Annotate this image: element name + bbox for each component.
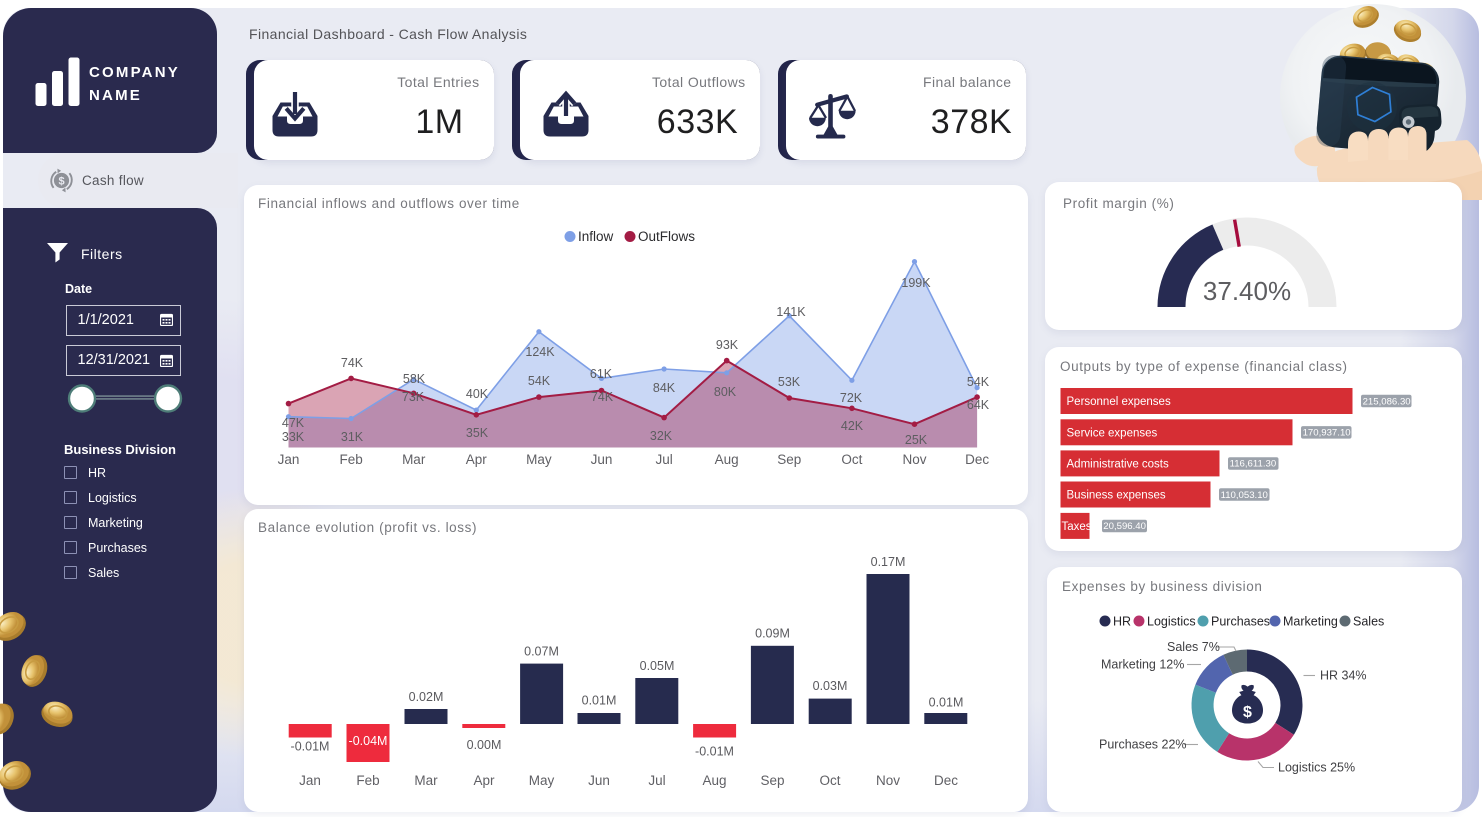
- svg-text:110,053.10: 110,053.10: [1221, 490, 1268, 501]
- svg-text:Purchases 22%: Purchases 22%: [1099, 738, 1187, 752]
- svg-text:Jul: Jul: [648, 773, 665, 788]
- svg-text:25K: 25K: [905, 433, 928, 447]
- svg-text:74K: 74K: [591, 390, 614, 404]
- svg-text:72K: 72K: [840, 391, 863, 405]
- svg-text:Mar: Mar: [414, 773, 438, 788]
- svg-text:35K: 35K: [466, 426, 489, 440]
- svg-text:Administrative costs: Administrative costs: [1067, 458, 1170, 470]
- svg-text:Sep: Sep: [760, 773, 784, 788]
- svg-text:199K: 199K: [901, 276, 931, 290]
- svg-text:-0.04M: -0.04M: [349, 734, 388, 748]
- svg-text:Purchases: Purchases: [1211, 615, 1270, 629]
- svg-text:53K: 53K: [778, 375, 801, 389]
- svg-text:Aug: Aug: [715, 452, 739, 467]
- svg-text:Dec: Dec: [934, 773, 958, 788]
- svg-text:73K: 73K: [402, 390, 425, 404]
- svg-text:54K: 54K: [967, 375, 990, 389]
- svg-text:93K: 93K: [716, 338, 739, 352]
- svg-text:Nov: Nov: [902, 452, 926, 467]
- svg-text:Marketing 12%: Marketing 12%: [1101, 658, 1184, 672]
- svg-text:47K: 47K: [282, 416, 305, 430]
- svg-text:141K: 141K: [776, 305, 806, 319]
- svg-text:Logistics: Logistics: [1147, 615, 1196, 629]
- svg-text:116,611.30: 116,611.30: [1230, 459, 1277, 470]
- svg-text:Jan: Jan: [299, 773, 321, 788]
- svg-text:Sales: Sales: [1353, 615, 1384, 629]
- svg-text:Jan: Jan: [278, 452, 300, 467]
- svg-text:58K: 58K: [403, 372, 426, 386]
- svg-text:Feb: Feb: [339, 452, 362, 467]
- svg-text:OutFlows: OutFlows: [638, 229, 695, 244]
- svg-text:42K: 42K: [841, 419, 864, 433]
- svg-text:Service expenses: Service expenses: [1067, 427, 1158, 439]
- svg-text:84K: 84K: [653, 381, 676, 395]
- svg-text:-0.01M: -0.01M: [695, 745, 734, 759]
- svg-text:40K: 40K: [466, 387, 489, 401]
- svg-text:Inflow: Inflow: [578, 229, 614, 244]
- svg-text:$: $: [58, 176, 64, 188]
- svg-text:215,086.30: 215,086.30: [1363, 396, 1411, 407]
- svg-text:37.40%: 37.40%: [1203, 276, 1291, 306]
- svg-text:20,596.40: 20,596.40: [1103, 521, 1146, 532]
- svg-text:Sales 7%: Sales 7%: [1167, 640, 1220, 654]
- svg-text:124K: 124K: [525, 345, 555, 359]
- svg-text:Feb: Feb: [356, 773, 379, 788]
- svg-text:Apr: Apr: [466, 452, 488, 467]
- svg-text:Marketing: Marketing: [1283, 615, 1338, 629]
- svg-text:Oct: Oct: [819, 773, 840, 788]
- svg-text:Nov: Nov: [876, 773, 900, 788]
- svg-text:May: May: [526, 452, 552, 467]
- svg-text:0.03M: 0.03M: [813, 679, 848, 693]
- svg-text:54K: 54K: [528, 374, 551, 388]
- svg-text:170,937.10: 170,937.10: [1303, 428, 1351, 439]
- svg-text:HR 34%: HR 34%: [1320, 669, 1367, 683]
- svg-text:0.02M: 0.02M: [409, 690, 444, 704]
- svg-text:0.00M: 0.00M: [467, 738, 502, 752]
- svg-text:Jun: Jun: [588, 773, 610, 788]
- svg-text:0.05M: 0.05M: [640, 659, 675, 673]
- svg-text:Personnel expenses: Personnel expenses: [1067, 396, 1171, 408]
- svg-text:80K: 80K: [714, 385, 737, 399]
- svg-text:0.17M: 0.17M: [871, 555, 906, 569]
- svg-text:0.01M: 0.01M: [929, 696, 964, 710]
- svg-text:32K: 32K: [650, 429, 673, 443]
- svg-text:0.01M: 0.01M: [582, 694, 617, 708]
- svg-text:May: May: [529, 773, 555, 788]
- svg-text:Oct: Oct: [841, 452, 862, 467]
- svg-text:0.09M: 0.09M: [755, 627, 790, 641]
- svg-text:64K: 64K: [967, 398, 990, 412]
- svg-text:0.07M: 0.07M: [524, 645, 559, 659]
- svg-text:33K: 33K: [282, 430, 305, 444]
- svg-text:$: $: [1243, 704, 1252, 721]
- svg-text:Apr: Apr: [473, 773, 495, 788]
- svg-text:61K: 61K: [590, 367, 613, 381]
- svg-text:Jun: Jun: [591, 452, 613, 467]
- svg-text:-0.01M: -0.01M: [291, 740, 330, 754]
- svg-text:Logistics 25%: Logistics 25%: [1278, 761, 1355, 775]
- svg-text:Business expenses: Business expenses: [1067, 490, 1166, 502]
- svg-text:HR: HR: [1113, 615, 1131, 629]
- svg-text:74K: 74K: [341, 356, 364, 370]
- svg-text:Sep: Sep: [777, 452, 801, 467]
- svg-text:Jul: Jul: [655, 452, 672, 467]
- svg-text:Mar: Mar: [402, 452, 426, 467]
- svg-text:Dec: Dec: [965, 452, 989, 467]
- svg-text:31K: 31K: [341, 430, 364, 444]
- svg-text:Aug: Aug: [702, 773, 726, 788]
- svg-text:Taxes: Taxes: [1062, 521, 1092, 533]
